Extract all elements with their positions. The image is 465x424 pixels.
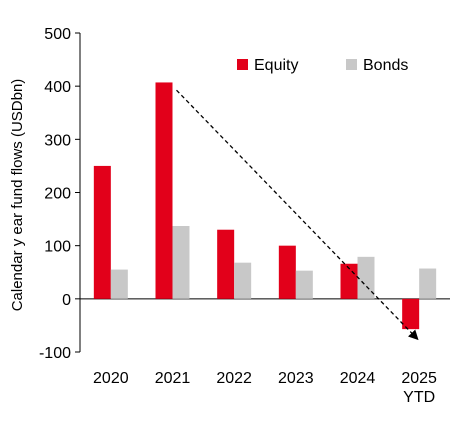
bar-bonds: [110, 269, 128, 299]
bar-equity: [93, 165, 111, 299]
bar-equity: [402, 298, 420, 330]
x-tick-label: 2025 YTD: [401, 370, 437, 406]
bar-equity: [217, 229, 235, 299]
bar-bonds: [234, 262, 252, 299]
y-tick-label: -100: [39, 345, 71, 362]
bar-bonds: [357, 256, 375, 299]
y-tick-label: 500: [44, 26, 71, 43]
x-tick-label: 2020: [93, 370, 129, 387]
bar-equity: [155, 82, 173, 299]
legend-label-equity: Equity: [254, 57, 298, 74]
trend-arrow: [176, 89, 419, 341]
y-tick-label: 100: [44, 239, 71, 256]
y-tick-label: 0: [62, 292, 71, 309]
bar-bonds: [419, 268, 437, 299]
x-tick-label: 2022: [216, 370, 252, 387]
y-tick-label: 300: [44, 132, 71, 149]
x-tick-label: 2023: [278, 370, 314, 387]
y-tick-label: 400: [44, 79, 71, 96]
legend-label-bonds: Bonds: [363, 57, 408, 74]
bar-bonds: [172, 225, 190, 299]
bar-bonds: [295, 270, 313, 299]
y-tick-label: 200: [44, 186, 71, 203]
x-tick-label: 2021: [155, 370, 191, 387]
x-tick-label: 2024: [340, 370, 376, 387]
legend-swatch-bonds: [346, 59, 357, 70]
bar-equity: [278, 245, 296, 299]
legend-swatch-equity: [237, 59, 248, 70]
y-axis-title: Calendar y ear fund flows (USDbn): [9, 79, 26, 312]
